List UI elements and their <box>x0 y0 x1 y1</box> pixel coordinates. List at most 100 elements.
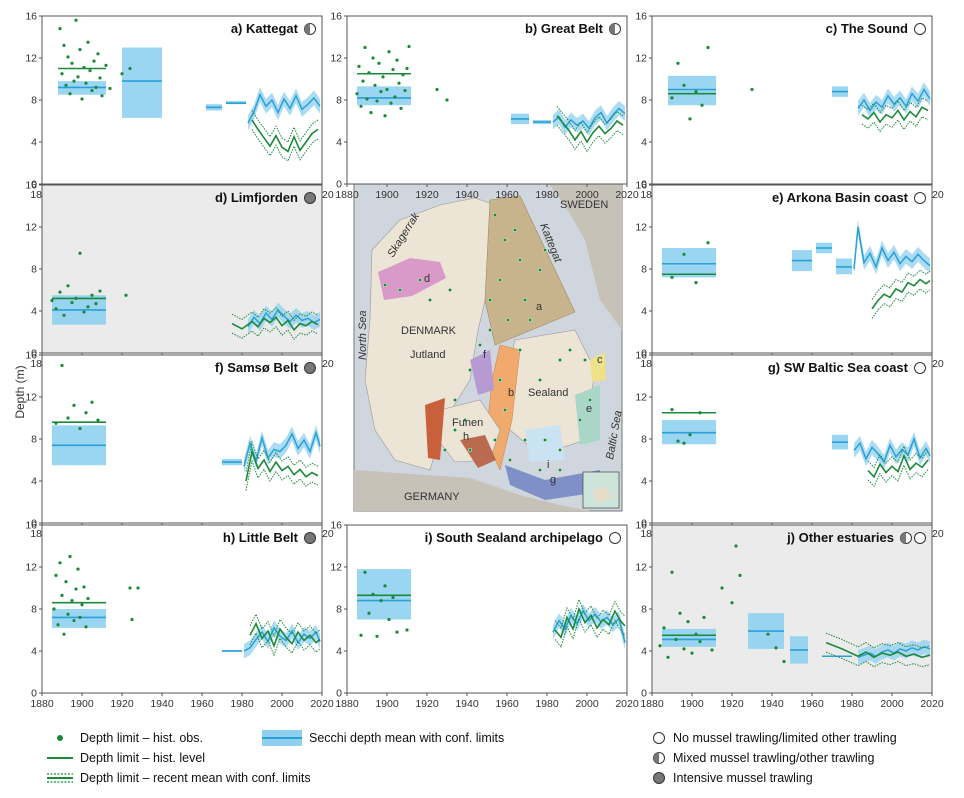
recent-depth-lower <box>554 617 626 648</box>
map-label-sweden: SWEDEN <box>560 199 608 211</box>
hist-obs-point <box>104 63 108 67</box>
hist-obs-point <box>690 651 694 655</box>
hist-obs-point <box>407 44 411 49</box>
hist-obs-point <box>403 88 407 93</box>
plot-area <box>662 408 931 488</box>
y-tick-label: 16 <box>25 180 37 192</box>
hist-obs-point <box>383 114 387 118</box>
hist-obs-point <box>72 79 76 83</box>
y-tick-label: 16 <box>330 520 342 532</box>
recent-depth-upper <box>867 445 929 469</box>
map-station-dot <box>522 297 528 303</box>
y-tick-label: 8 <box>641 264 647 276</box>
hist-obs-point <box>58 27 62 31</box>
y-tick-label: 8 <box>31 95 37 107</box>
trawling-mixed-icon <box>304 23 316 35</box>
x-tick-label: 1980 <box>840 698 864 710</box>
hist-obs-point <box>373 83 377 87</box>
panel-a: 048121618801900192019401960198020002020a… <box>25 11 334 202</box>
y-tick-label: 0 <box>641 348 647 360</box>
hist-obs-point <box>84 625 88 629</box>
panel-f: 048121618801900192019401960198020002020f… <box>25 350 334 541</box>
hist-obs-point <box>720 586 724 590</box>
hist-obs-point <box>74 18 78 22</box>
trawling-intensive-icon <box>304 362 316 374</box>
panel-title: d) Limfjorden <box>215 190 298 205</box>
map-station-dot <box>487 327 493 333</box>
legend-swatch-intensive-trawl <box>653 772 665 784</box>
x-tick-label: 1880 <box>640 698 664 710</box>
hist-obs-point <box>128 586 132 590</box>
map-region-g: g <box>550 474 556 486</box>
map-station-dot <box>492 212 498 218</box>
trawling-none-icon <box>914 532 926 544</box>
y-tick-label: 8 <box>641 95 647 107</box>
hist-obs-point <box>738 573 742 578</box>
secchi-series-line <box>243 430 321 467</box>
hist-obs-point <box>80 603 84 607</box>
trawling-none-icon <box>609 532 621 544</box>
x-tick-label: 2020 <box>920 698 944 710</box>
hist-obs-point <box>66 55 70 59</box>
trawling-intensive-icon <box>304 192 316 204</box>
y-tick-label: 16 <box>25 520 37 532</box>
hist-obs-point <box>377 61 381 65</box>
map-station-dot <box>517 257 523 263</box>
hist-obs-point <box>730 601 734 605</box>
y-tick-label: 12 <box>25 53 37 65</box>
map-label-sealand: Sealand <box>528 387 568 399</box>
x-tick-label: 1960 <box>190 698 214 710</box>
secchi-series-line <box>853 436 931 464</box>
hist-obs-point <box>694 281 698 285</box>
hist-obs-point <box>62 313 66 317</box>
hist-obs-point <box>76 567 80 571</box>
hist-obs-point <box>710 648 714 652</box>
panel-i: 0 4 8 12 16 1880 1900 1920 1940 1960 1980 2000 2020 i… <box>330 520 639 711</box>
hist-obs-point <box>670 275 674 279</box>
panel-frame <box>651 524 933 694</box>
hist-obs-point <box>78 615 82 620</box>
map-station-dot <box>492 437 498 443</box>
hist-obs-point <box>58 561 62 565</box>
recent-depth-mean <box>251 119 319 153</box>
map-station-dot <box>502 407 508 413</box>
recent-depth-lower <box>245 459 319 491</box>
y-tick-label: 16 <box>635 350 647 362</box>
recent-depth-lower <box>861 116 929 133</box>
x-tick-label: 1940 <box>760 698 784 710</box>
map-station-dot <box>537 267 543 273</box>
hist-obs-point <box>50 298 54 303</box>
secchi-conf-band <box>553 101 625 136</box>
y-tick-label: 8 <box>336 604 342 616</box>
hist-obs-point <box>86 305 90 309</box>
map-label-funen: Funen <box>452 417 483 429</box>
hist-obs-point <box>54 573 58 578</box>
hist-obs-point <box>670 570 674 574</box>
map-region-e: e <box>586 403 592 415</box>
map-station-dot <box>557 447 563 453</box>
map-region-a: a <box>536 301 543 313</box>
hist-obs-point <box>658 644 662 648</box>
map-station-dot <box>497 377 503 383</box>
map-station-dot <box>477 342 483 348</box>
secchi-box <box>357 569 411 620</box>
legend-recent-mean: Depth limit – recent mean with conf. lim… <box>80 771 311 785</box>
map-station-dot <box>417 277 423 283</box>
hist-obs-point <box>670 408 674 412</box>
hist-obs-point <box>86 596 90 601</box>
y-axis-label: Depth (m) <box>13 365 27 418</box>
panel-c: 048121618801900192019401960198020002020c… <box>635 11 944 202</box>
secchi-conf-band <box>244 620 320 659</box>
recent-depth-upper <box>554 598 626 629</box>
y-tick-label: 0 <box>31 518 37 530</box>
hist-obs-point <box>100 94 104 98</box>
recent-depth-lower <box>556 124 624 153</box>
hist-obs-point <box>84 81 88 85</box>
y-tick-label: 4 <box>641 646 647 658</box>
recent-depth-mean <box>554 606 626 640</box>
hist-obs-point <box>136 586 140 590</box>
y-tick-label: 8 <box>31 264 37 276</box>
legend-no-trawl: No mussel trawling/limited other trawlin… <box>673 731 897 745</box>
plot-area <box>658 544 931 668</box>
panel-title: b) Great Belt <box>525 21 604 36</box>
